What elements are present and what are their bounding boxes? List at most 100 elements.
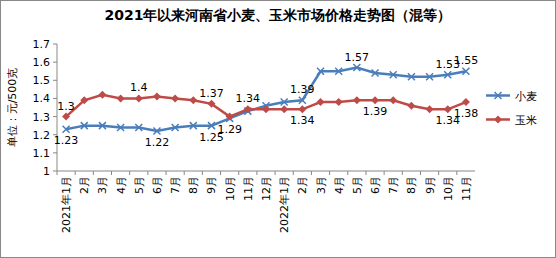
y-tick-label: 1.1 — [33, 147, 51, 160]
x-tick — [184, 171, 185, 175]
marker — [317, 98, 325, 106]
y-tick-label: 1.3 — [33, 111, 51, 124]
marker — [190, 122, 197, 129]
marker — [117, 94, 125, 102]
x-tick — [420, 171, 421, 175]
marker — [244, 105, 252, 113]
x-tick — [147, 171, 148, 175]
data-label: 1.57 — [345, 51, 370, 64]
x-tick-label: 2021年1月 — [60, 176, 73, 233]
x-tick — [220, 171, 221, 175]
marker — [189, 96, 197, 104]
x-tick — [111, 171, 112, 175]
marker — [117, 124, 124, 131]
x-tick-label: 2月 — [296, 176, 309, 194]
y-tick — [53, 62, 57, 63]
x-tick-label: 11月 — [242, 176, 255, 201]
y-tick-label: 1.5 — [33, 74, 51, 87]
marker — [389, 96, 397, 104]
marker — [390, 71, 397, 78]
marker — [317, 68, 324, 75]
chart: 2021年以来河南省小麦、玉米市场价格走势图（混等） 单位：元/500克 1 1.1 1… — [0, 0, 556, 258]
data-label: 1.37 — [199, 87, 224, 100]
x-tick-label: 3月 — [315, 176, 328, 194]
x-tick-label: 10月 — [442, 176, 455, 201]
x-tick — [75, 171, 76, 175]
data-label: 1.34 — [236, 92, 261, 105]
x-axis — [57, 171, 475, 172]
data-label: 1.29 — [217, 123, 242, 136]
data-label: 1.4 — [130, 81, 148, 94]
data-label: 1.38 — [454, 107, 479, 120]
legend-label: 玉米 — [515, 114, 537, 127]
y-tick — [53, 116, 57, 117]
data-label: 1.3 — [57, 100, 75, 113]
series-line — [66, 95, 466, 117]
y-tick-label: 1.7 — [33, 38, 51, 51]
marker — [262, 105, 270, 113]
x-tick-label: 2022年1月 — [278, 176, 291, 233]
marker — [407, 102, 415, 110]
legend-marker — [495, 92, 502, 99]
y-tick-label: 1 — [43, 165, 50, 178]
marker — [281, 99, 288, 106]
marker — [81, 122, 88, 129]
marker — [63, 126, 70, 133]
x-tick-label: 7月 — [169, 176, 182, 194]
x-tick — [402, 171, 403, 175]
x-tick — [347, 171, 348, 175]
x-tick — [365, 171, 366, 175]
y-tick-label: 1.2 — [33, 129, 51, 142]
x-tick — [202, 171, 203, 175]
marker — [335, 68, 342, 75]
title: 2021年以来河南省小麦、玉米市场价格走势图（混等） — [105, 7, 452, 23]
marker — [444, 105, 452, 113]
marker — [280, 105, 288, 113]
marker — [371, 96, 379, 104]
marker — [98, 91, 106, 99]
x-tick-label: 4月 — [115, 176, 128, 194]
marker — [353, 64, 360, 71]
x-tick-label: 8月 — [187, 176, 200, 194]
marker — [462, 68, 469, 75]
plot-area — [62, 64, 470, 134]
x-tick-label: 5月 — [351, 176, 364, 194]
data-label: 1.34 — [290, 114, 315, 127]
x-tick-label: 4月 — [333, 176, 346, 194]
y-tick — [53, 171, 57, 172]
marker — [444, 71, 451, 78]
x-tick — [238, 171, 239, 175]
marker — [426, 105, 434, 113]
y-tick — [53, 152, 57, 153]
x-tick-label: 3月 — [96, 176, 109, 194]
series-line — [66, 68, 466, 131]
x-tick-label: 6月 — [151, 176, 164, 194]
marker — [226, 113, 234, 121]
marker — [372, 70, 379, 77]
legend-marker — [494, 116, 502, 124]
marker — [135, 94, 143, 102]
marker — [207, 100, 215, 108]
marker — [62, 113, 70, 121]
data-label: 1.39 — [363, 105, 388, 118]
x-tick-label: 12月 — [260, 176, 273, 201]
marker — [299, 97, 306, 104]
x-tick — [256, 171, 257, 175]
data-label: 1.55 — [454, 54, 479, 67]
labels: 1.231.221.251.291.391.571.531.551.31.41.… — [54, 51, 478, 150]
x-tick-label: 10月 — [224, 176, 237, 201]
marker — [353, 96, 361, 104]
x-tick — [129, 171, 130, 175]
marker — [99, 122, 106, 129]
x-tick-label: 2月 — [78, 176, 91, 194]
marker — [335, 98, 343, 106]
marker — [298, 105, 306, 113]
x-tick-label: 8月 — [405, 176, 418, 194]
x-tick-label: 11月 — [460, 176, 473, 201]
x-tick-label: 9月 — [424, 176, 437, 194]
marker — [172, 124, 179, 131]
marker — [208, 122, 215, 129]
y-axis-label: 单位：元/500克 — [6, 68, 19, 148]
x-tick — [456, 171, 457, 175]
x-tick — [275, 171, 276, 175]
